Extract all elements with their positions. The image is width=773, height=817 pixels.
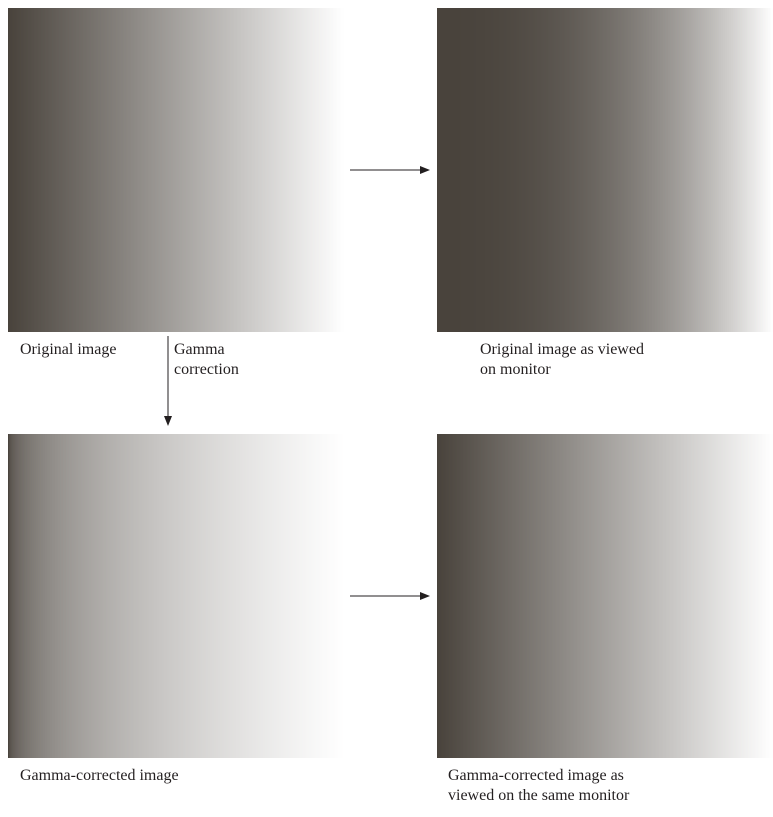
caption-original: Original image [20, 340, 116, 360]
caption-gamma-corrected: Gamma-corrected image [20, 766, 179, 786]
gradient-canvas [8, 8, 344, 332]
panel-gamma-corrected-on-monitor [437, 434, 773, 758]
gradient-canvas [437, 434, 773, 758]
gradient-canvas [8, 434, 344, 758]
panel-original-image [8, 8, 344, 332]
caption-original-on-monitor: Original image as viewed on monitor [480, 340, 644, 380]
arrow-original-to-monitor [338, 158, 442, 182]
gradient-canvas [437, 8, 773, 332]
arrow-gamma-to-monitor [338, 584, 442, 608]
panel-gamma-corrected [8, 434, 344, 758]
panel-original-on-monitor [437, 8, 773, 332]
gamma-correction-diagram: Original image Gamma correction Original… [0, 0, 773, 817]
caption-gamma-corrected-on-monitor: Gamma-corrected image as viewed on the s… [448, 766, 629, 806]
caption-gamma-correction: Gamma correction [174, 340, 239, 380]
